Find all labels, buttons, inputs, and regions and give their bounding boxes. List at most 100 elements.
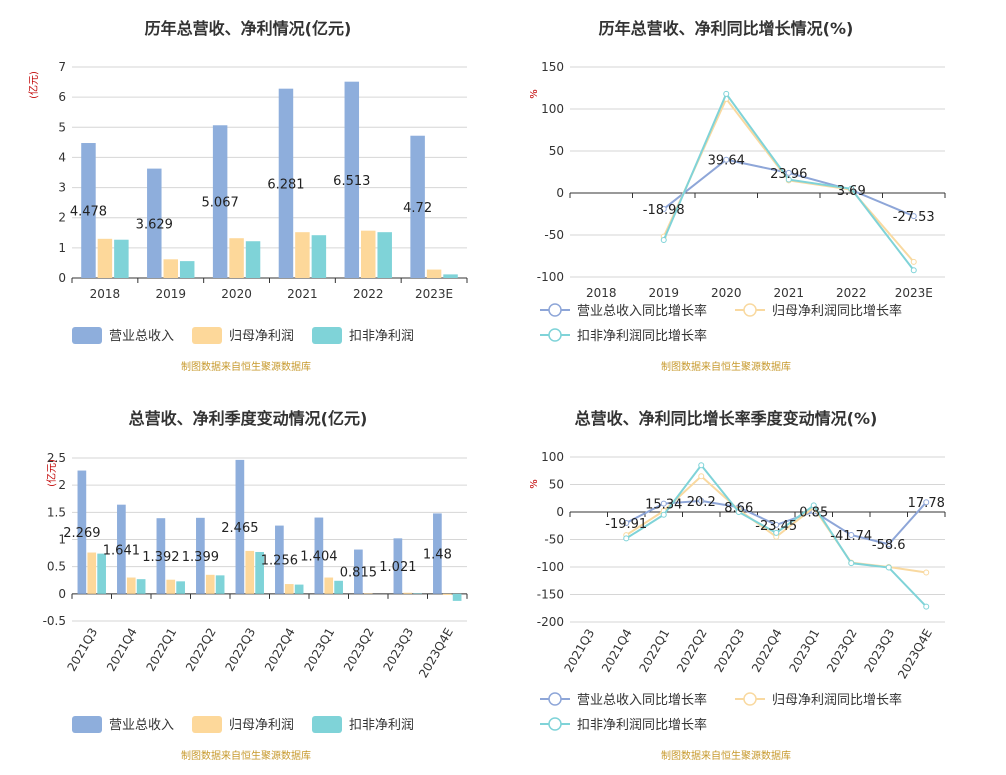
data-label: 1.256	[261, 554, 298, 569]
series-point	[773, 529, 780, 536]
legend-marker	[548, 692, 562, 706]
data-label: 15.34	[645, 498, 682, 513]
data-label: 1.404	[300, 550, 337, 565]
y-tick-label: 2	[58, 478, 66, 492]
legend-swatch	[72, 327, 102, 344]
x-tick-label: 2022Q2	[183, 626, 219, 674]
bar	[443, 274, 458, 278]
data-label: 5.067	[202, 196, 239, 211]
x-tick-label: 2023Q3	[380, 626, 416, 674]
legend-swatch	[312, 327, 342, 344]
x-tick-label: 2023Q1	[786, 627, 822, 675]
y-tick-label: 150	[541, 60, 564, 74]
chart-group: 历年总营收、净利情况(亿元) (亿元) 0 1 2 3 4 5 6 7 2018 2019 2020 20…	[27, 19, 468, 373]
data-label: 17.78	[908, 496, 945, 511]
legend-label: 归母净利润同比增长率	[772, 692, 902, 708]
x-tick-label: 2022	[836, 286, 867, 300]
y-tick-label: 1	[58, 533, 66, 547]
data-label: 1.399	[182, 550, 219, 565]
y-tick-label: 6	[58, 90, 66, 104]
data-label: -58.6	[872, 538, 906, 553]
x-tick-label: 2023Q2	[824, 627, 860, 675]
bar	[284, 584, 294, 594]
x-tick-label: 2023Q2	[341, 626, 377, 674]
series-point	[723, 90, 730, 97]
y-tick-label: 7	[58, 60, 66, 74]
series-point	[723, 156, 730, 163]
y-tick-label: 1.5	[47, 505, 66, 519]
legend-label: 扣非净利润同比增长率	[577, 717, 707, 733]
x-tick-label: 2018	[586, 286, 617, 300]
data-label: 1.021	[379, 560, 416, 575]
chart-group: 总营收、净利季度变动情况(亿元) (亿元) -0.5 0 0.5 1 1.5 2 2.5 2021…	[43, 409, 468, 762]
chart-title: 历年总营收、净利情况(亿元)	[145, 19, 352, 38]
annual-growth-chart: 历年总营收、净利同比增长情况(%)% -100 -50 0 50 100 150 2018 20…	[529, 19, 946, 373]
series-point	[910, 213, 917, 220]
data-label: 1.392	[142, 550, 179, 565]
series-point	[698, 473, 705, 480]
x-tick-label: 2021	[773, 286, 804, 300]
series-point	[785, 169, 792, 176]
series-point	[698, 497, 705, 504]
y-tick-label: 3	[58, 181, 66, 195]
data-label: -41.74	[830, 529, 872, 544]
bar	[166, 579, 176, 594]
x-tick-label: 2022Q3	[711, 627, 747, 675]
bar	[294, 584, 304, 594]
legend-label: 扣非净利润	[349, 329, 414, 344]
series-point	[623, 519, 630, 526]
data-label: 8.66	[724, 501, 753, 516]
bar	[314, 517, 324, 594]
data-label: -19.91	[605, 517, 647, 532]
x-tick-label: 2023Q4E	[416, 626, 456, 681]
x-tick-label: 2023Q3	[861, 627, 897, 675]
x-tick-label: 2021Q3	[64, 626, 100, 674]
y-axis-unit-label: (亿元)	[45, 459, 58, 487]
series-point	[660, 205, 667, 212]
y-tick-label: 100	[541, 450, 564, 464]
x-tick-label: 2023Q1	[301, 626, 337, 674]
x-tick-label: 2022	[353, 287, 384, 301]
y-tick-label: 0	[58, 271, 66, 285]
bar	[229, 238, 244, 278]
x-tick-label: 2023E	[415, 287, 453, 301]
y-tick-label: 2.5	[47, 451, 66, 465]
x-tick-label: 2022Q3	[222, 626, 258, 674]
y-tick-label: 0	[556, 505, 564, 519]
quarterly-growth-chart: 总营收、净利同比增长率季度变动情况(%)% -200 -150 -100 -50 0 50 1…	[529, 409, 946, 762]
bar	[163, 259, 178, 278]
data-label: 3.69	[837, 184, 866, 199]
y-tick-label: 50	[549, 478, 564, 492]
data-label: 4.72	[403, 201, 432, 216]
legend-swatch	[312, 716, 342, 733]
y-tick-label: 0.5	[47, 560, 66, 574]
x-tick-label: 2020	[711, 286, 742, 300]
data-label: -18.98	[643, 203, 685, 218]
bar	[212, 125, 228, 278]
y-axis-unit-label: %	[529, 479, 540, 489]
legend-swatch	[72, 716, 102, 733]
bar	[245, 550, 255, 594]
bar	[126, 577, 136, 594]
x-tick-label: 2021Q4	[599, 627, 635, 675]
bar	[147, 168, 162, 278]
bar	[426, 269, 442, 278]
bar	[363, 593, 373, 594]
y-tick-label: -0.5	[43, 614, 66, 628]
y-tick-label: 0	[58, 587, 66, 601]
series-point	[660, 500, 667, 507]
series-point	[885, 541, 892, 548]
data-label: 39.64	[708, 154, 745, 169]
bar	[215, 575, 225, 594]
series-point	[848, 185, 855, 192]
bar	[87, 552, 97, 594]
legend-label: 归母净利润	[229, 718, 294, 733]
series-point	[735, 509, 742, 515]
data-label: -23.45	[755, 519, 797, 534]
bar	[278, 88, 294, 278]
legend-marker	[743, 692, 757, 706]
annual-revenue-profit-chart: 历年总营收、净利情况(亿元) (亿元) 0 1 2 3 4 5 6 7 2018 2019 2020 20…	[27, 19, 468, 373]
legend-marker	[548, 328, 562, 342]
source-note: 制图数据来自恒生聚源数据库	[661, 749, 791, 762]
bar	[377, 232, 392, 278]
